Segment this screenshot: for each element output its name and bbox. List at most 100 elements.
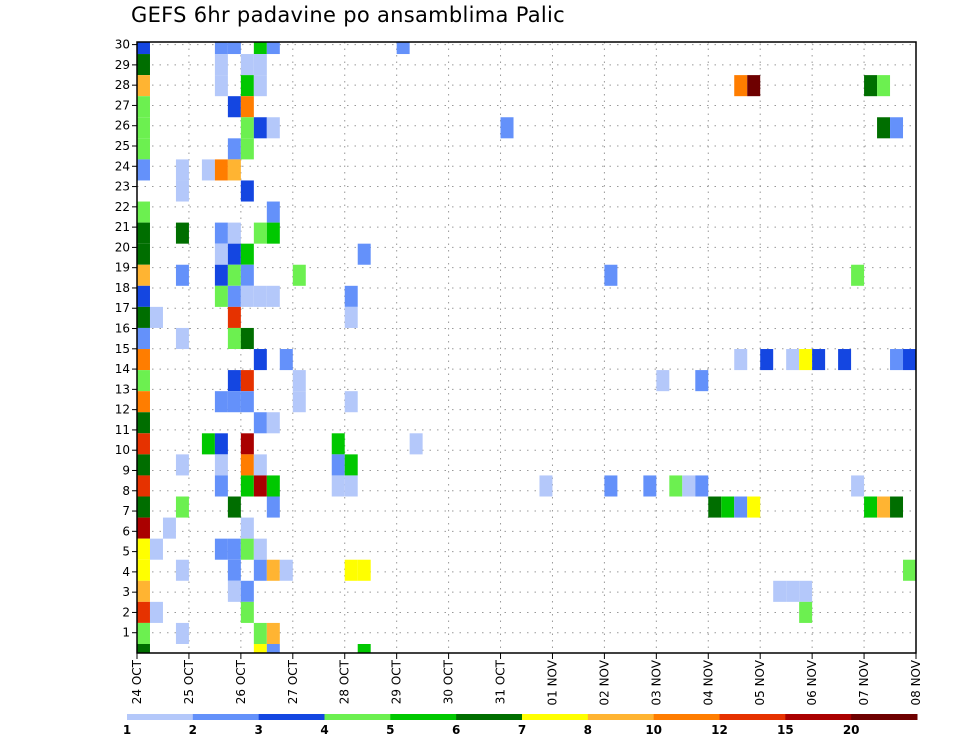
heatmap-cell <box>747 496 761 518</box>
heatmap-cell <box>253 349 267 371</box>
heatmap-cell <box>292 264 306 286</box>
heatmap-cell <box>747 75 761 97</box>
x-tick-label: 08 NOV <box>909 659 923 705</box>
heatmap-cell <box>877 75 891 97</box>
heatmap-cell <box>175 622 189 644</box>
heatmap-cell <box>240 264 254 286</box>
heatmap-cell <box>227 264 241 286</box>
y-tick-label: 25 <box>115 139 130 153</box>
heatmap-cell <box>227 243 241 265</box>
y-tick-label: 8 <box>122 484 130 498</box>
heatmap-cell <box>266 622 280 644</box>
legend-label: 20 <box>843 723 860 737</box>
heatmap-cell <box>137 75 150 97</box>
heatmap-cell <box>214 159 228 181</box>
heatmap-cell <box>137 580 150 602</box>
heatmap-cell <box>604 475 618 497</box>
heatmap-cell <box>721 496 735 518</box>
heatmap-cell <box>137 538 150 560</box>
heatmap-cell <box>175 454 189 476</box>
legend-swatch <box>522 714 589 720</box>
x-tick-label: 24 OCT <box>130 659 144 704</box>
y-tick-label: 20 <box>115 240 130 254</box>
heatmap-cell <box>137 349 150 371</box>
legend-label: 8 <box>584 723 592 737</box>
heatmap-cell <box>214 391 228 413</box>
x-tick-label: 04 NOV <box>701 659 715 705</box>
heatmap-cell <box>214 454 228 476</box>
heatmap-cell <box>240 180 254 202</box>
heatmap-cell <box>539 475 553 497</box>
heatmap-cell <box>214 538 228 560</box>
heatmap-cell <box>175 559 189 581</box>
heatmap-cell <box>137 517 150 539</box>
heatmap-cell <box>227 159 241 181</box>
heatmap-cell <box>253 412 267 434</box>
heatmap-cell <box>266 475 280 497</box>
heatmap-cell <box>162 517 176 539</box>
legend-swatch <box>785 714 852 720</box>
heatmap-cell <box>266 559 280 581</box>
heatmap-cell <box>149 601 163 623</box>
heatmap-cell <box>240 327 254 350</box>
heatmap-cell <box>214 42 228 55</box>
y-axis: 1234567891011121314151617181920212223242… <box>115 38 137 640</box>
heatmap-cell <box>137 222 150 244</box>
heatmap-cell <box>799 580 813 602</box>
heatmap-cell <box>137 54 150 76</box>
heatmap-cell <box>227 285 241 307</box>
heatmap-cell <box>175 222 189 244</box>
color-legend: 1 2 3 4 5 6 7 8 10 12 15 20 <box>123 714 918 737</box>
heatmap-cell <box>838 349 852 371</box>
x-tick-label: 03 NOV <box>649 659 663 705</box>
heatmap-cell <box>266 412 280 434</box>
heatmap-cell <box>240 138 254 160</box>
heatmap-cell <box>227 391 241 413</box>
heatmap-cell <box>227 538 241 560</box>
legend-swatch <box>127 714 194 720</box>
heatmap-cell <box>137 117 150 139</box>
heatmap-cell <box>357 243 371 265</box>
heatmap-cell <box>227 306 241 328</box>
heatmap-cell <box>240 580 254 602</box>
heatmap-cell <box>214 243 228 265</box>
heatmap-cell <box>240 538 254 560</box>
heatmap-cell <box>137 391 150 413</box>
heatmap-cell <box>137 454 150 476</box>
heatmap-cell <box>253 75 267 97</box>
y-tick-label: 28 <box>115 78 130 92</box>
heatmap-cell <box>331 475 345 497</box>
y-tick-label: 24 <box>115 159 130 173</box>
heatmap-cell <box>137 264 150 286</box>
heatmap-cell <box>175 264 189 286</box>
heatmap-cell <box>734 496 748 518</box>
heatmap-cell <box>240 75 254 97</box>
heatmap-cell <box>137 644 150 653</box>
heatmap-cell <box>851 264 865 286</box>
heatmap-cell <box>266 201 280 223</box>
heatmap-cell <box>214 222 228 244</box>
heatmap-cell <box>253 644 267 653</box>
heatmap-cell <box>357 644 371 653</box>
heatmap-cell <box>344 454 358 476</box>
heatmap-cell <box>695 475 709 497</box>
heatmap-cell <box>214 54 228 76</box>
heatmap-cell <box>344 391 358 413</box>
legend-label: 7 <box>518 723 526 737</box>
legend-label: 6 <box>452 723 460 737</box>
heatmap-cell <box>266 42 280 55</box>
heatmap-cell <box>669 475 683 497</box>
x-tick-label: 07 NOV <box>857 659 871 705</box>
heatmap-cell <box>137 496 150 518</box>
heatmap-cell <box>137 601 150 623</box>
heatmap-cell <box>773 580 787 602</box>
heatmap-cell <box>266 285 280 307</box>
legend-swatch <box>456 714 523 720</box>
heatmap-cell <box>253 54 267 76</box>
heatmap-cell <box>344 285 358 307</box>
heatmap-cell <box>137 243 150 265</box>
heatmap-cell <box>253 222 267 244</box>
y-tick-label: 12 <box>115 403 130 417</box>
heatmap-cell <box>227 580 241 602</box>
heatmap-cell <box>344 306 358 328</box>
